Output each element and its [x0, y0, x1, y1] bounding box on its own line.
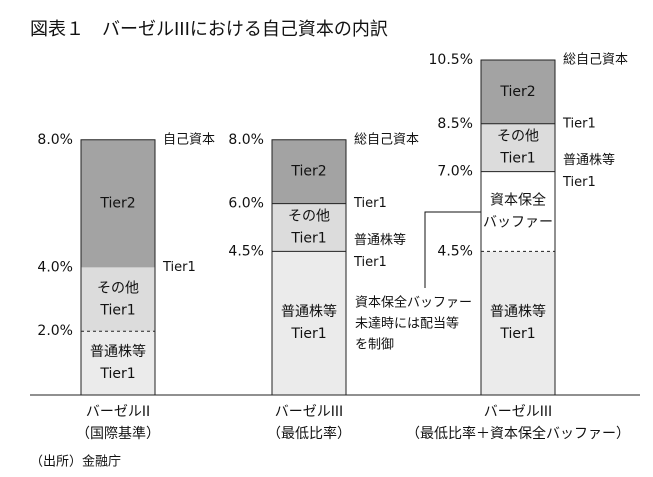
segment-label: 普通株等: [281, 303, 337, 320]
bar-segment: [481, 60, 555, 124]
segment-label: その他: [497, 129, 539, 145]
side-label: 総自己資本: [563, 53, 628, 68]
side-label: 自己資本: [163, 132, 215, 147]
segment-label: Tier1: [290, 231, 326, 247]
bar-segment: [272, 251, 346, 395]
side-label: 普通株等: [354, 232, 406, 248]
tick-label: 4.5%: [228, 243, 264, 259]
bar-segment: [272, 203, 346, 252]
tick-label: 10.5%: [429, 52, 473, 68]
tick-label: 8.0%: [228, 132, 264, 148]
side-label: Tier1: [562, 116, 596, 131]
bar-segment: [81, 267, 155, 332]
source: （出所）金融庁: [30, 454, 121, 470]
tick-label: 4.5%: [437, 243, 473, 259]
annotation: を制御: [355, 338, 394, 353]
tick-label: 8.5%: [437, 116, 473, 132]
bar-segment: [481, 171, 555, 252]
segment-label: Tier2: [99, 196, 135, 212]
tick-label: 6.0%: [228, 196, 264, 212]
segment-label: 普通株等: [90, 343, 146, 360]
segment-label: Tier1: [99, 366, 135, 382]
category-label: バーゼルIII: [484, 404, 552, 420]
bar-segment: [481, 251, 555, 395]
segment-label: その他: [288, 209, 330, 225]
category-label: （最低比率＋資本保全バッファー）: [406, 425, 630, 442]
bar-segment: [81, 139, 155, 268]
tick-label: 7.0%: [437, 164, 473, 180]
annotation: 未達時には配当等: [355, 316, 459, 332]
tick-label: 2.0%: [37, 323, 73, 339]
segment-label: Tier1: [499, 151, 535, 167]
segment-label: Tier1: [99, 302, 135, 318]
segment-label: Tier1: [499, 326, 535, 342]
category-label: （国際基準）: [76, 425, 160, 442]
segment-label: バッファー: [483, 215, 553, 231]
side-label: Tier1: [562, 175, 596, 190]
segment-label: その他: [97, 280, 139, 296]
annotation-leader: [424, 211, 481, 288]
segment-label: Tier1: [290, 326, 326, 342]
category-label: （最低比率）: [267, 425, 351, 442]
side-label: Tier1: [162, 260, 196, 275]
category-label: バーゼルII: [86, 404, 150, 420]
segment-label: 普通株等: [490, 303, 546, 320]
tick-label: 4.0%: [37, 259, 73, 275]
bar-segment: [272, 139, 346, 204]
segment-label: 資本保全: [490, 192, 546, 209]
category-label: バーゼルIII: [275, 404, 343, 420]
segment-label: Tier2: [499, 84, 535, 100]
bar-segment: [481, 123, 555, 172]
bar-segment: [81, 331, 155, 395]
annotation: 資本保全バッファー: [355, 295, 472, 311]
segment-label: Tier2: [290, 164, 326, 180]
side-label: 総自己資本: [354, 132, 419, 147]
tick-label: 8.0%: [37, 132, 73, 148]
chart-title: 図表１ バーゼルIIIにおける自己資本の内訳: [30, 19, 388, 40]
side-label: Tier1: [353, 255, 387, 270]
side-label: Tier1: [353, 196, 387, 211]
side-label: 普通株等: [563, 152, 615, 168]
